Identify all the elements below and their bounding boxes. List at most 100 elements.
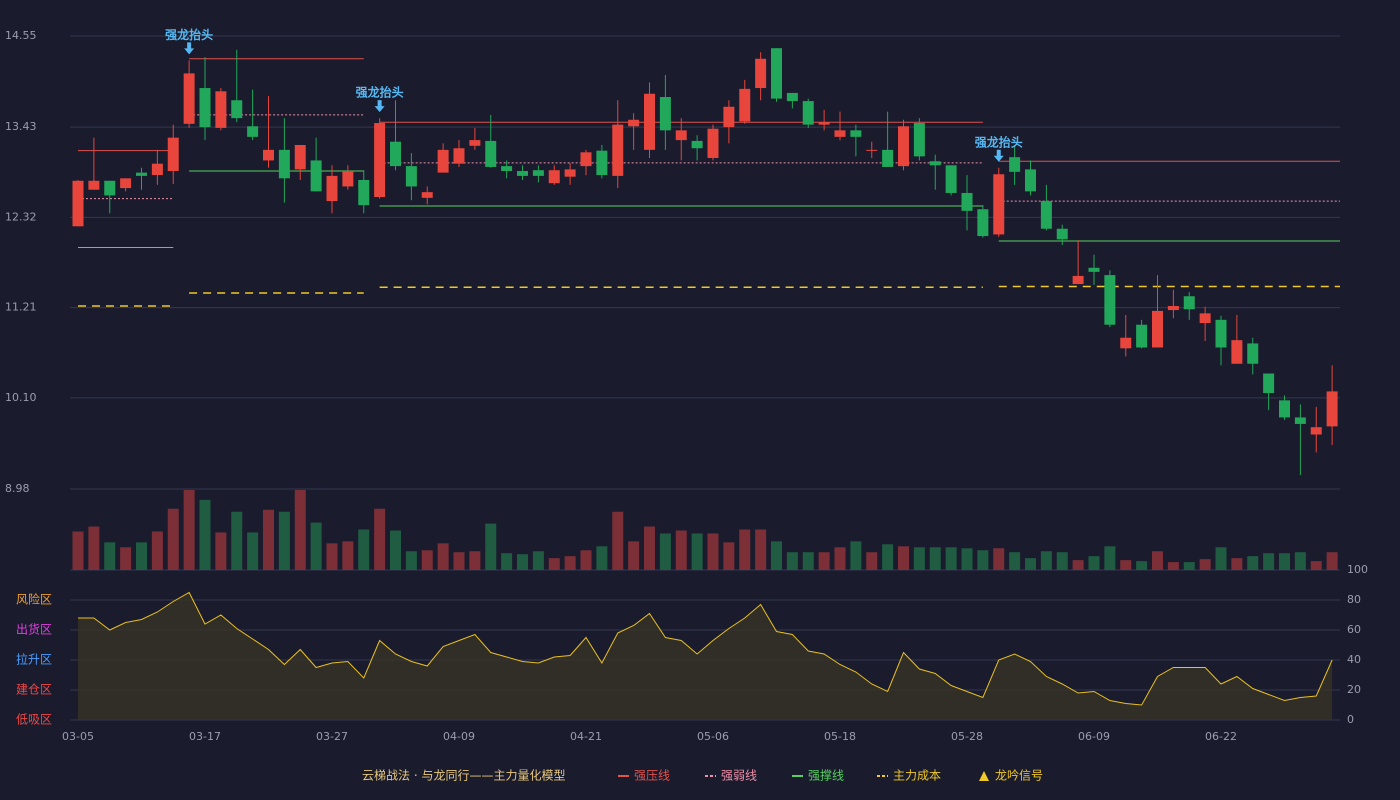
volume-bar <box>1152 551 1163 570</box>
signal-arrow <box>993 149 1004 162</box>
candle-body <box>1072 275 1084 285</box>
candle-body <box>834 130 846 137</box>
volume-bar <box>1025 558 1036 570</box>
zone-label: 出货区 <box>16 622 52 637</box>
volume-bar <box>691 533 703 570</box>
candle-body <box>485 140 497 167</box>
candle-body <box>628 119 640 127</box>
volume-bar <box>469 551 481 570</box>
candle-body <box>374 123 386 198</box>
candle-body <box>421 192 433 198</box>
candle-body <box>310 160 322 192</box>
volume-bar <box>1279 553 1290 570</box>
candle-body <box>231 100 243 119</box>
candle-body <box>961 192 973 211</box>
volume-bar <box>945 547 957 570</box>
volume-bar <box>342 541 354 570</box>
volume-bar <box>913 547 925 570</box>
candle-body <box>72 180 84 227</box>
volume-bar <box>1040 551 1052 570</box>
volume-bar <box>850 541 862 570</box>
volume-bar <box>104 542 116 570</box>
volume-bar <box>707 533 719 570</box>
candle-body <box>1326 391 1338 427</box>
volume-bar <box>390 530 401 570</box>
legend-label: 龙吟信号 <box>995 768 1043 783</box>
volume-bar <box>1167 562 1179 570</box>
volume-bar <box>977 550 989 570</box>
volume-bar <box>1120 560 1132 570</box>
volume-bar <box>1136 561 1148 570</box>
volume-bar <box>1199 559 1211 570</box>
x-tick-label: 03-27 <box>316 730 348 743</box>
volume-bar <box>866 552 878 570</box>
x-tick-label: 04-09 <box>443 730 475 743</box>
candle-body <box>771 48 782 99</box>
candle-body <box>1088 267 1100 272</box>
x-tick-label: 05-28 <box>951 730 983 743</box>
signal-label: 强龙抬头 <box>356 85 404 100</box>
candle-body <box>120 178 132 189</box>
candle-body <box>342 171 354 187</box>
candle-body <box>913 123 925 157</box>
y-tick-label: 12.32 <box>5 210 37 223</box>
volume-bar <box>786 552 798 570</box>
volume-bar <box>199 499 211 570</box>
candle-body <box>1215 319 1227 348</box>
candle-body <box>675 130 687 141</box>
x-tick-label: 06-22 <box>1205 730 1237 743</box>
volume-bar <box>183 489 195 570</box>
volume-bar <box>675 530 687 570</box>
candle-body <box>215 91 227 128</box>
signal-arrow <box>374 100 385 113</box>
volume-bar <box>898 546 909 570</box>
candle-body <box>707 128 719 158</box>
y2-tick-label: 80 <box>1347 593 1361 606</box>
candle-body <box>1056 228 1068 240</box>
volume-bar <box>374 508 386 570</box>
volume-bar <box>612 511 624 570</box>
volume-bar <box>548 558 560 570</box>
candle-body <box>1040 201 1052 229</box>
candle-body <box>1120 337 1132 349</box>
x-tick-label: 03-05 <box>62 730 94 743</box>
candle-body <box>199 88 211 128</box>
candle-body <box>755 58 767 89</box>
volume-bar <box>215 532 227 570</box>
volume-bar <box>1310 561 1322 570</box>
volume-bar <box>263 509 274 570</box>
y-tick-label: 13.43 <box>5 120 37 133</box>
legend-label: 主力成本 <box>893 769 941 783</box>
x-tick-label: 03-17 <box>189 730 221 743</box>
candle-body <box>1279 400 1290 418</box>
signal-arrow <box>184 42 195 55</box>
candle-body <box>278 149 290 179</box>
volume-bar <box>1231 558 1243 570</box>
volume-bar <box>1215 547 1227 570</box>
candle-body <box>247 126 259 137</box>
candle-body <box>564 169 576 177</box>
candle-body <box>1231 340 1243 364</box>
candle-body <box>802 101 814 125</box>
candle-body <box>1310 427 1322 435</box>
legend-symbol <box>979 771 989 781</box>
y2-tick-label: 60 <box>1347 623 1361 636</box>
candle-body <box>993 174 1005 235</box>
candle-body <box>469 140 481 146</box>
candle-body <box>390 141 401 167</box>
volume-bar <box>771 541 782 570</box>
candle-body <box>405 166 417 187</box>
volume-bar <box>151 531 163 570</box>
candle-body <box>1152 310 1163 348</box>
volume-bar <box>120 547 132 570</box>
x-tick-label: 06-09 <box>1078 730 1110 743</box>
volume-bar <box>294 489 306 570</box>
volume-bar <box>802 552 814 570</box>
candle-body <box>88 180 100 190</box>
volume-bar <box>421 550 433 570</box>
volume-bar <box>88 526 100 570</box>
oscillator-area <box>78 592 1333 720</box>
volume-bar <box>1009 552 1021 570</box>
volume-bar <box>437 543 449 570</box>
zone-label: 低吸区 <box>16 713 52 727</box>
